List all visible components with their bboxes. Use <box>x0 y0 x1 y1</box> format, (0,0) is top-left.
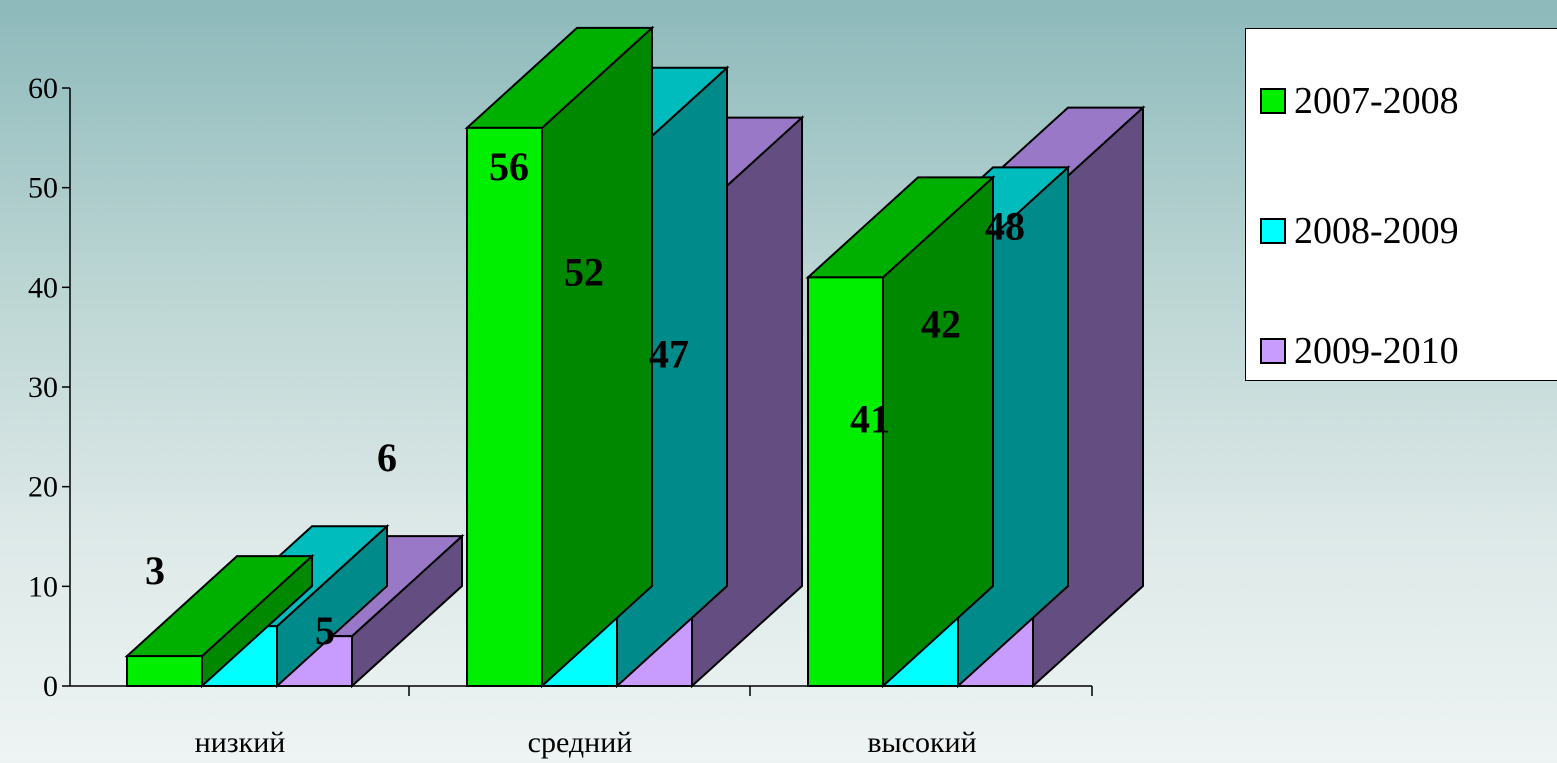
y-tick-label: 40 <box>28 271 58 304</box>
x-category-label: низкий <box>195 726 286 759</box>
y-tick-label: 30 <box>28 371 58 404</box>
legend-swatch-2008-2009 <box>1260 218 1286 244</box>
data-label: 56 <box>489 144 529 189</box>
legend-swatch-2009-2010 <box>1260 338 1286 364</box>
data-label: 42 <box>921 301 961 346</box>
data-label: 47 <box>649 332 689 377</box>
data-label: 6 <box>377 435 397 480</box>
data-label: 52 <box>564 250 604 295</box>
data-label: 41 <box>850 396 890 441</box>
bar-front <box>466 126 543 688</box>
data-label: 5 <box>315 608 335 653</box>
axes: 0 10 20 30 40 50 60 низкий средний высокий <box>28 72 1093 759</box>
legend-swatch-2007-2008 <box>1260 88 1286 114</box>
data-label: 3 <box>145 548 165 593</box>
legend-item-2007-2008: 2007-2008 <box>1260 79 1459 123</box>
y-tick-label: 0 <box>43 670 58 703</box>
y-tick-label: 50 <box>28 172 58 205</box>
legend-label: 2008-2009 <box>1294 210 1459 252</box>
bars-layer <box>124 25 1146 689</box>
x-category-label: высокий <box>867 726 976 759</box>
y-tick-label: 10 <box>28 570 58 603</box>
x-category-label: средний <box>528 726 633 759</box>
legend-item-2009-2010: 2009-2010 <box>1260 329 1459 373</box>
legend-label: 2009-2010 <box>1294 330 1459 372</box>
bar-side <box>541 25 653 689</box>
bar-front <box>807 276 884 687</box>
bar-2007-2008-средний <box>464 25 655 689</box>
y-tick-label: 20 <box>28 471 58 504</box>
legend-item-2008-2009: 2008-2009 <box>1260 209 1459 253</box>
legend-label: 2007-2008 <box>1294 80 1459 122</box>
bar-2007-2008-высокий <box>805 175 996 689</box>
y-tick-label: 60 <box>28 72 58 105</box>
data-label: 48 <box>985 204 1025 249</box>
data-labels: 3 6 5 56 52 47 41 42 48 <box>145 144 1025 653</box>
legend: 2007-2008 2008-2009 2009-2010 <box>1245 28 1557 381</box>
bar-front <box>126 655 203 687</box>
bar-2007-2008-низкий <box>124 553 315 689</box>
